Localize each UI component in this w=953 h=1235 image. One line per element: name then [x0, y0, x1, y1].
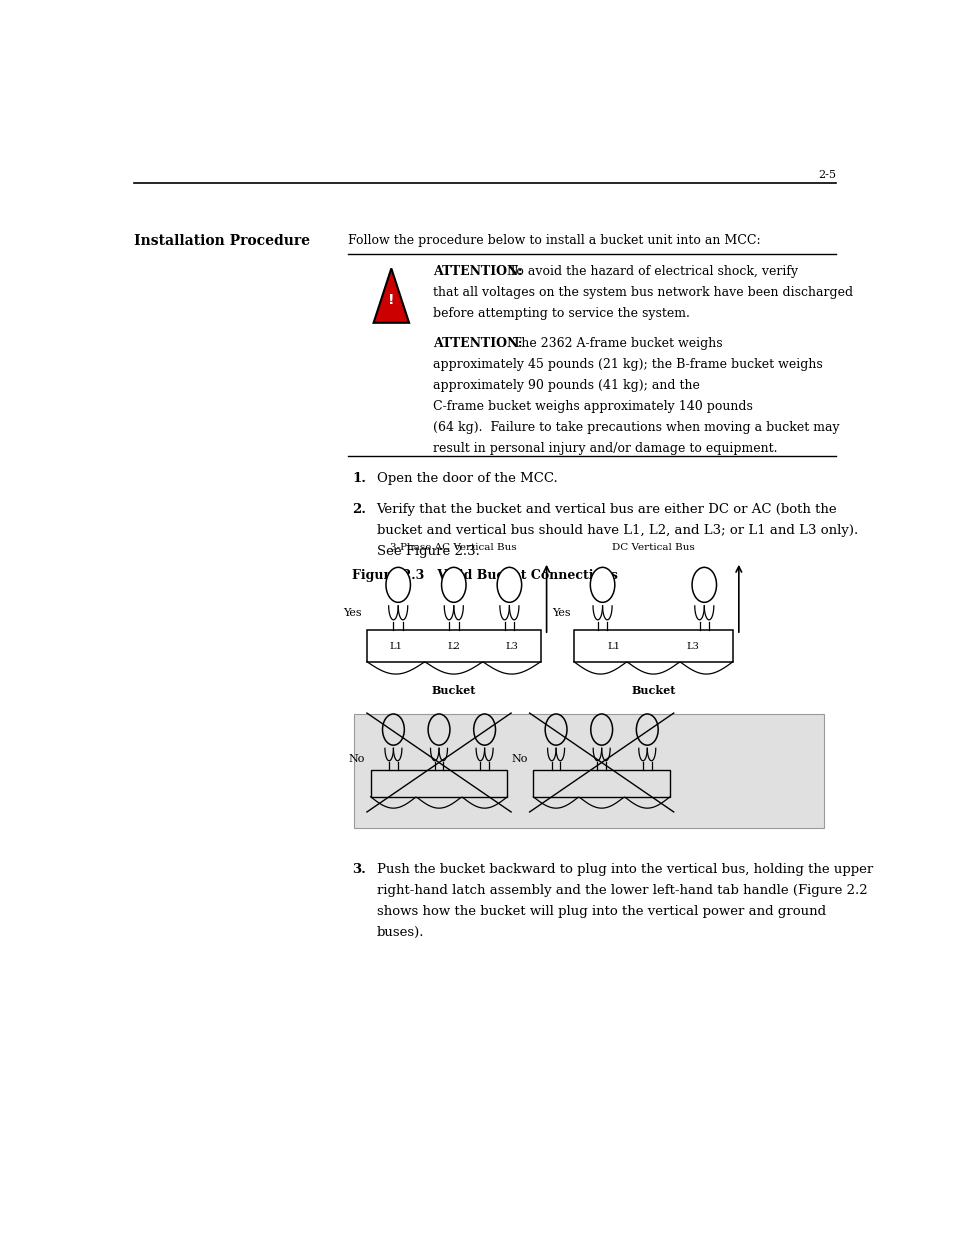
Ellipse shape [590, 567, 614, 603]
Ellipse shape [386, 567, 410, 603]
Ellipse shape [474, 714, 495, 745]
Bar [367, 630, 540, 662]
Bar [370, 771, 507, 797]
Text: The 2362 A-frame bucket weighs: The 2362 A-frame bucket weighs [505, 337, 722, 351]
Text: Bucket: Bucket [431, 685, 476, 697]
Bar [354, 714, 823, 829]
Text: 3.: 3. [352, 863, 366, 877]
Text: ATTENTION:: ATTENTION: [433, 337, 522, 351]
Ellipse shape [497, 567, 521, 603]
Ellipse shape [544, 714, 566, 745]
Text: C-frame bucket weighs approximately 140 pounds: C-frame bucket weighs approximately 140 … [433, 400, 753, 414]
Text: right-hand latch assembly and the lower left-hand tab handle (Figure 2.2: right-hand latch assembly and the lower … [376, 884, 866, 898]
Text: L2: L2 [447, 641, 459, 651]
Text: bucket and vertical bus should have L1, L2, and L3; or L1 and L3 only).: bucket and vertical bus should have L1, … [376, 524, 857, 537]
Text: ATTENTION:: ATTENTION: [433, 266, 522, 278]
Text: L1: L1 [607, 641, 619, 651]
Text: No: No [511, 753, 527, 763]
Bar [574, 630, 732, 662]
Text: Yes: Yes [343, 608, 361, 619]
Ellipse shape [441, 567, 466, 603]
Ellipse shape [590, 714, 612, 745]
Text: before attempting to service the system.: before attempting to service the system. [433, 308, 690, 320]
Text: Verify that the bucket and vertical bus are either DC or AC (both the: Verify that the bucket and vertical bus … [376, 503, 837, 516]
Text: buses).: buses). [376, 926, 423, 939]
Text: shows how the bucket will plug into the vertical power and ground: shows how the bucket will plug into the … [376, 905, 824, 918]
Text: To avoid the hazard of electrical shock, verify: To avoid the hazard of electrical shock,… [505, 266, 798, 278]
Text: No: No [348, 753, 364, 763]
Text: Bucket: Bucket [631, 685, 675, 697]
Polygon shape [374, 268, 409, 322]
Text: (64 kg).  Failure to take precautions when moving a bucket may: (64 kg). Failure to take precautions whe… [433, 421, 840, 435]
Text: 3-Phase AC Vertical Bus: 3-Phase AC Vertical Bus [390, 543, 517, 552]
Text: that all voltages on the system bus network have been discharged: that all voltages on the system bus netw… [433, 287, 853, 299]
Text: See Figure 2.3.: See Figure 2.3. [376, 545, 479, 558]
Text: Installation Procedure: Installation Procedure [133, 233, 310, 248]
Text: Open the door of the MCC.: Open the door of the MCC. [376, 472, 557, 484]
Text: Figure 2.3   Valid Bucket Connections: Figure 2.3 Valid Bucket Connections [352, 568, 618, 582]
Bar [533, 771, 669, 797]
Text: DC Vertical Bus: DC Vertical Bus [612, 543, 694, 552]
Ellipse shape [428, 714, 450, 745]
Text: approximately 90 pounds (41 kg); and the: approximately 90 pounds (41 kg); and the [433, 379, 700, 393]
Ellipse shape [636, 714, 658, 745]
Text: result in personal injury and/or damage to equipment.: result in personal injury and/or damage … [433, 442, 777, 454]
Text: 1.: 1. [352, 472, 366, 484]
Ellipse shape [691, 567, 716, 603]
Text: 2-5: 2-5 [818, 170, 836, 180]
Text: approximately 45 pounds (21 kg); the B-frame bucket weighs: approximately 45 pounds (21 kg); the B-f… [433, 358, 822, 372]
Text: L1: L1 [389, 641, 402, 651]
Text: L3: L3 [505, 641, 517, 651]
Text: Push the bucket backward to plug into the vertical bus, holding the upper: Push the bucket backward to plug into th… [376, 863, 872, 877]
Text: 2.: 2. [352, 503, 366, 516]
Text: Yes: Yes [551, 608, 570, 619]
Text: L3: L3 [686, 641, 699, 651]
Text: !: ! [388, 293, 395, 306]
Ellipse shape [382, 714, 404, 745]
Text: Follow the procedure below to install a bucket unit into an MCC:: Follow the procedure below to install a … [348, 233, 760, 247]
